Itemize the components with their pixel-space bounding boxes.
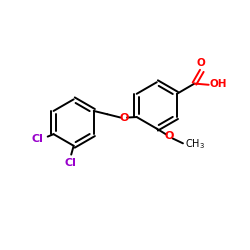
Text: O: O: [165, 132, 174, 141]
Text: OH: OH: [210, 79, 228, 89]
Text: CH$_3$: CH$_3$: [185, 138, 205, 151]
Text: Cl: Cl: [64, 158, 76, 168]
Text: Cl: Cl: [32, 134, 43, 143]
Text: O: O: [197, 58, 205, 68]
Text: O: O: [119, 112, 129, 122]
